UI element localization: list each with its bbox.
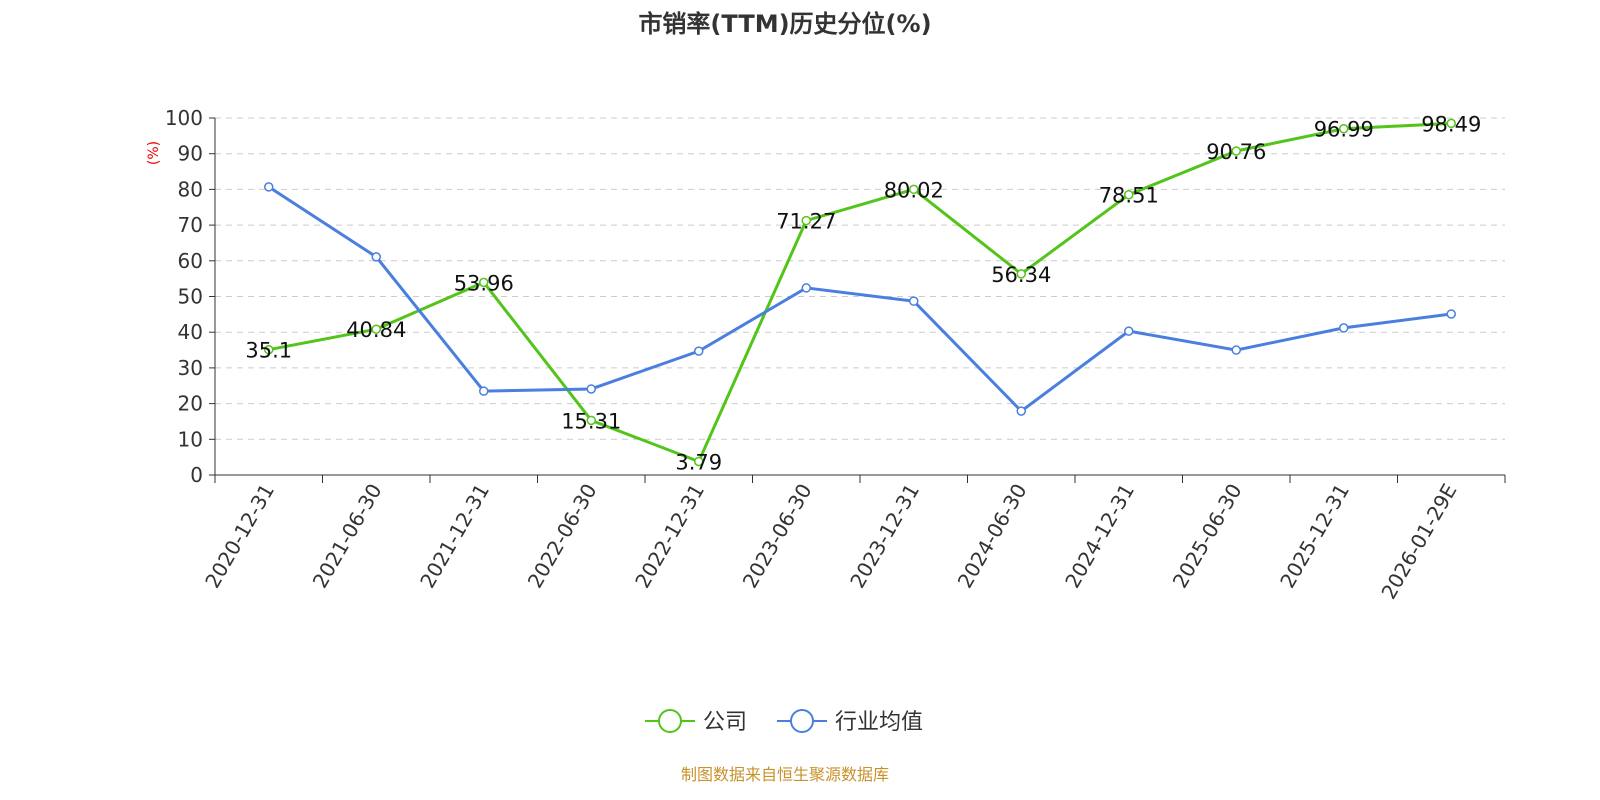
x-tick-label: 2025-06-30 [1168,480,1247,593]
y-axis-label: (%) [146,141,162,165]
x-tick-label: 2024-12-31 [1060,480,1139,593]
x-tick-label: 2021-06-30 [308,480,387,593]
data-point [801,215,811,226]
data-label: 71.27 [776,210,836,234]
legend-item-公司: 公司 [645,709,747,735]
data-point [694,346,704,356]
data-point [586,384,596,394]
x-tick-label: 2022-12-31 [630,480,709,593]
data-point [1124,326,1134,336]
y-tick-label: 50 [178,285,203,309]
x-tick-label: 2024-06-30 [953,480,1032,593]
series-公司: 35.1 40.84 53.96 15.31 3.79 71.27 80.02 56.34 78… [245,112,1481,474]
data-point [479,386,489,396]
y-tick-label: 80 [178,177,203,201]
series-line [268,121,1452,464]
data-point [1446,309,1456,319]
data-point [909,184,919,195]
data-point [1446,118,1456,129]
data-label: 78.51 [1099,184,1159,208]
legend-circle-icon [790,709,814,733]
y-tick-label: 10 [178,427,203,451]
legend-label: 行业均值 [835,710,923,735]
data-label: 40.84 [346,318,406,342]
x-tick-label: 2023-12-31 [845,480,924,593]
data-point [1231,146,1241,156]
y-tick-label: 40 [178,320,203,344]
x-tick-label: 2022-06-30 [523,480,602,593]
chart-title: 市销率(TTM)历史分位(%) [638,10,931,38]
legend-item-行业均值: 行业均值 [777,709,923,735]
data-point [479,277,489,288]
data-label: 3.79 [675,450,722,474]
legend-label: 公司 [703,710,747,735]
y-tick-label: 30 [178,356,203,380]
data-point [264,182,274,192]
data-label: 90.76 [1206,140,1266,164]
legend: 公司 行业均值 [645,709,923,735]
data-point [1016,269,1026,279]
x-tick-label: 2026-01-29E [1376,480,1461,604]
data-point [909,296,919,306]
data-point [1016,406,1026,416]
data-point [264,344,274,355]
x-tick-label: 2023-06-30 [738,480,817,593]
data-point [1339,123,1349,134]
x-tick-label: 2025-12-31 [1275,480,1354,593]
data-point [1124,189,1134,200]
x-tick-label: 2021-12-31 [415,480,494,593]
source-note: 制图数据来自恒生聚源数据库 [681,765,889,784]
data-label: 53.96 [454,271,514,295]
data-point [371,252,381,262]
y-tick-label: 100 [165,106,203,130]
data-point [694,456,704,467]
data-point [1339,323,1349,333]
data-point [801,283,811,293]
y-tick-label: 90 [178,142,203,166]
legend-circle-icon [658,709,682,733]
x-tick-label: 2020-12-31 [200,480,279,593]
series-line [267,185,1452,414]
series-行业均值 [264,182,1456,416]
data-point [1231,345,1241,355]
y-tick-label: 60 [178,249,203,273]
data-point [371,324,381,334]
data-label: 35.1 [245,339,292,363]
data-label: 96.99 [1314,118,1374,142]
y-tick-label: 70 [178,213,203,237]
y-tick-label: 20 [178,392,203,416]
data-point [586,415,596,426]
data-label: 15.31 [561,409,621,433]
data-label: 98.49 [1421,112,1481,136]
y-tick-label: 0 [190,463,203,487]
data-label: 56.34 [991,263,1051,287]
data-label: 80.02 [884,178,944,202]
